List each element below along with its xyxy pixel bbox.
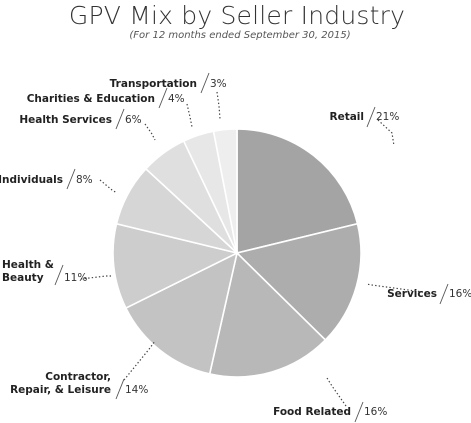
slice-value-transportation: 3% [210, 78, 227, 90]
leader-line-services [365, 283, 431, 294]
label-slash-health-beauty [54, 264, 64, 286]
slice-label-food-related: Food Related [273, 406, 351, 418]
leader-line-charities-education [186, 103, 193, 128]
slice-label-charities-education: Charities & Education [27, 93, 155, 105]
pie-slice-health-beauty [112, 222, 240, 310]
slice-value-food-related: 16% [364, 406, 387, 418]
chart-title: GPV Mix by Seller Industry [69, 1, 405, 30]
slice-value-health-services: 6% [125, 114, 142, 126]
pie-slice-transportation [212, 128, 238, 254]
leader-line-health-beauty [80, 275, 112, 280]
label-slash-services [439, 283, 449, 305]
slice-value-retail: 21% [376, 111, 399, 123]
slice-label-retail: Retail [329, 111, 364, 123]
slice-labels: Retail 21% Services 16% Food Related 16% Contr… [0, 72, 471, 423]
slice-value-contractor-repair-leisure: 14% [125, 384, 148, 396]
leader-line-transportation [216, 91, 221, 120]
label-slash-individuals [66, 168, 76, 190]
slice-value-health-beauty: 11% [64, 272, 87, 284]
slice-value-charities-education: 4% [168, 93, 185, 105]
label-slash-food-related [354, 401, 364, 423]
leader-line-individuals [99, 179, 118, 194]
pie-slice-retail [236, 128, 359, 255]
pie-slice-services [235, 222, 362, 342]
slice-label-individuals: Individuals [0, 174, 63, 186]
slice-label-services: Services [387, 288, 437, 300]
label-slash-retail [366, 106, 376, 128]
slice-label-health-beauty: Health & Beauty [2, 259, 54, 284]
slice-label-contractor-repair-leisure: Contractor, Repair, & Leisure [10, 371, 111, 396]
label-slash-health-services [115, 108, 125, 130]
leader-line-contractor-repair-leisure [123, 340, 156, 381]
label-slash-transportation [200, 72, 210, 94]
label-slash-contractor-repair-leisure [115, 378, 125, 400]
pie-slices [112, 128, 362, 378]
leader-line-health-services [144, 123, 156, 141]
leader-line-retail [377, 119, 395, 147]
leader-line-food-related [326, 377, 347, 407]
slice-value-individuals: 8% [76, 174, 93, 186]
slice-label-transportation: Transportation [110, 78, 197, 90]
chart-subtitle: (For 12 months ended September 30, 2015) [129, 30, 350, 41]
label-slash-charities-education [158, 87, 168, 109]
slice-value-services: 16% [449, 288, 471, 300]
slice-label-health-services: Health Services [19, 114, 112, 126]
pie-slice-food-related [208, 251, 327, 378]
leader-lines [80, 91, 431, 407]
